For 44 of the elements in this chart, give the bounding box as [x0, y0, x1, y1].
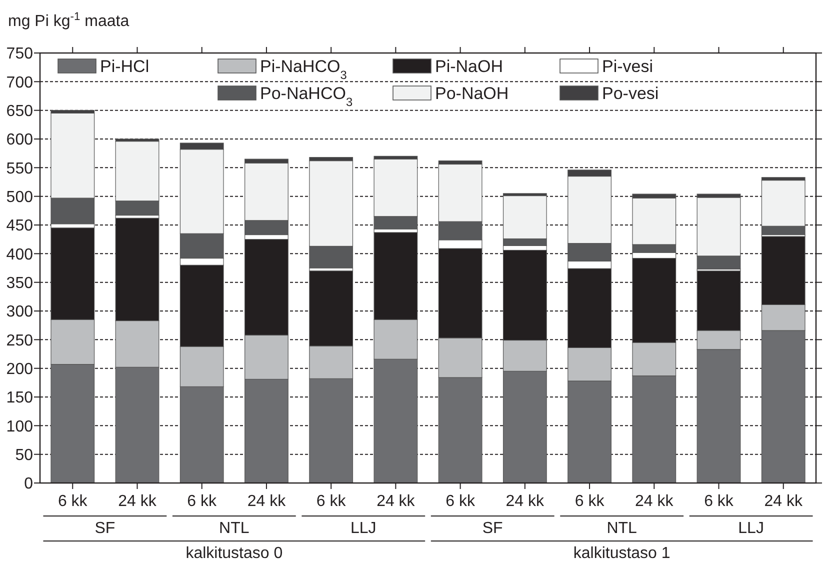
x-tick-label: 24 kk — [506, 493, 546, 510]
x-tick-label: 24 kk — [376, 493, 416, 510]
y-tick-label: 250 — [6, 332, 34, 350]
y-tick-label: 550 — [6, 160, 34, 178]
y-tick-label: 500 — [6, 188, 34, 206]
text: NTL — [219, 520, 250, 537]
y-tick-label: 200 — [6, 360, 34, 378]
legend-label: Po-NaHCO$_{3}$ — [260, 84, 353, 109]
text: LLJ — [350, 520, 376, 537]
text: SF — [482, 520, 504, 537]
x-tick-label: 6 kk — [316, 493, 347, 510]
legend-label: Pi-HCl — [100, 57, 150, 76]
text: kalkitustaso 0 — [186, 545, 283, 562]
x-tick-label: 24 kk — [764, 493, 804, 510]
legend-label: Pi-NaHCO$_{3}$ — [260, 57, 348, 82]
x-tick-label: 24 kk — [635, 493, 674, 510]
x-tick-label: 6 kk — [574, 493, 606, 510]
text: NTL — [606, 520, 638, 537]
x-tick-label: 24 kk — [118, 493, 158, 510]
y-tick-label: 450 — [6, 218, 34, 235]
y-tick-label: 650 — [6, 102, 34, 120]
x-tick-label: 6 kk — [446, 493, 476, 510]
legend-label: Pi-vesi — [602, 57, 654, 76]
y-tick-label: 150 — [6, 390, 34, 407]
x-tick-label: 6 kk — [187, 493, 218, 510]
y-tick-label: 100 — [6, 418, 34, 436]
y-tick-label: 400 — [6, 246, 34, 264]
text: SF — [94, 520, 116, 537]
y-tick-label: 50 — [15, 446, 34, 464]
x-tick-label: 24 kk — [247, 493, 287, 510]
y-tick-label: 700 — [6, 74, 34, 92]
y-tick-label: 0 — [24, 476, 34, 493]
x-tick-label: 6 kk — [58, 493, 88, 510]
x-tick-label: 6 kk — [704, 493, 734, 510]
y-tick-label: 350 — [6, 274, 34, 292]
text: kalkitustaso 1 — [573, 545, 670, 562]
legend-label: Po-vesi — [602, 84, 659, 103]
legend-label: Pi-NaOH — [435, 57, 504, 76]
text: LLJ — [738, 520, 764, 537]
y-tick-label: 750 — [6, 46, 34, 63]
y-tick-label: 600 — [6, 132, 34, 149]
legend-label: Po-NaOH — [435, 84, 509, 103]
y-axis-title: mg Pi kg$^{-1}$ maata — [8, 11, 130, 30]
y-tick-label: 300 — [6, 304, 34, 321]
